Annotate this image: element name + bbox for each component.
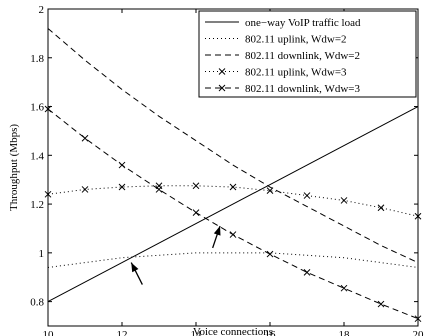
y-tick-label: 2 (39, 4, 45, 16)
x-tick-label: 16 (265, 329, 277, 336)
data-point (229, 231, 237, 238)
data-point (81, 186, 89, 193)
arrow-annotation (212, 225, 221, 249)
x-tick-label: 10 (43, 329, 55, 336)
legend-item: 802.11 uplink, Wdw=3 (205, 67, 347, 79)
legend: one−way VoIP traffic load 802.11 uplink, … (198, 10, 417, 98)
y-tick-label: 1.4 (30, 150, 44, 162)
legend-box (198, 10, 417, 98)
plot-border (47, 8, 419, 327)
y-axis-label: Throughput (Mbps) (8, 124, 20, 211)
series-layer (44, 28, 422, 323)
data-point (81, 134, 89, 142)
x-tick-label: 14 (191, 329, 203, 336)
data-point (118, 161, 126, 169)
data-point (155, 186, 163, 193)
legend-marker (218, 84, 226, 92)
y-tick-label: 1.6 (30, 102, 44, 114)
data-point (44, 190, 52, 198)
legend-label: 802.11 downlink, Wdw=3 (245, 83, 360, 95)
data-point (303, 192, 311, 199)
x-tick-label: 18 (339, 329, 351, 336)
series-0 (47, 106, 419, 303)
legend-label: 802.11 uplink, Wdw=3 (245, 67, 347, 79)
series-line (47, 108, 419, 320)
series-3 (44, 182, 422, 220)
legend-label: one−way VoIP traffic load (245, 17, 361, 29)
series-2 (47, 28, 419, 264)
data-point (229, 183, 237, 191)
legend-item: one−way VoIP traffic load (205, 17, 361, 29)
series-line (47, 185, 419, 217)
data-point (340, 197, 348, 204)
data-point (303, 269, 311, 276)
legend-item: 802.11 downlink, Wdw=3 (205, 83, 360, 95)
data-point (192, 182, 200, 190)
arrow-annotation (130, 262, 143, 285)
x-tick-label: 12 (117, 329, 128, 336)
annotation-layer (130, 225, 221, 285)
series-4 (44, 105, 422, 323)
series-line (47, 252, 419, 268)
data-point (192, 209, 200, 216)
legend-label: 802.11 uplink, Wdw=2 (245, 34, 347, 46)
tick-layer: 10 12 14 16 18 20 0.8 1 1.2 1.4 1.6 1.8 2 (30, 4, 424, 336)
data-point (340, 284, 348, 292)
x-axis-label: Voice connections (193, 326, 273, 336)
y-tick-label: 0.8 (30, 297, 44, 309)
series-line (47, 28, 419, 264)
data-point (266, 250, 274, 258)
series-line (47, 106, 419, 303)
data-point (414, 315, 422, 323)
y-tick-label: 1 (39, 248, 45, 260)
data-point (414, 212, 422, 220)
y-tick-label: 1.8 (30, 53, 44, 65)
plot-area (47, 8, 419, 327)
legend-item: 802.11 downlink, Wdw=2 (205, 50, 360, 62)
x-tick-label: 20 (413, 329, 424, 336)
data-point (377, 204, 385, 212)
data-point (118, 183, 126, 191)
arrow-head (213, 226, 221, 236)
legend-label: 802.11 downlink, Wdw=2 (245, 50, 360, 62)
data-point (377, 300, 385, 308)
data-point (266, 187, 274, 195)
series-1 (47, 252, 419, 268)
legend-marker (218, 68, 226, 75)
arrow-head (131, 262, 139, 273)
legend-item: 802.11 uplink, Wdw=2 (205, 34, 347, 46)
y-tick-label: 1.2 (30, 199, 44, 211)
